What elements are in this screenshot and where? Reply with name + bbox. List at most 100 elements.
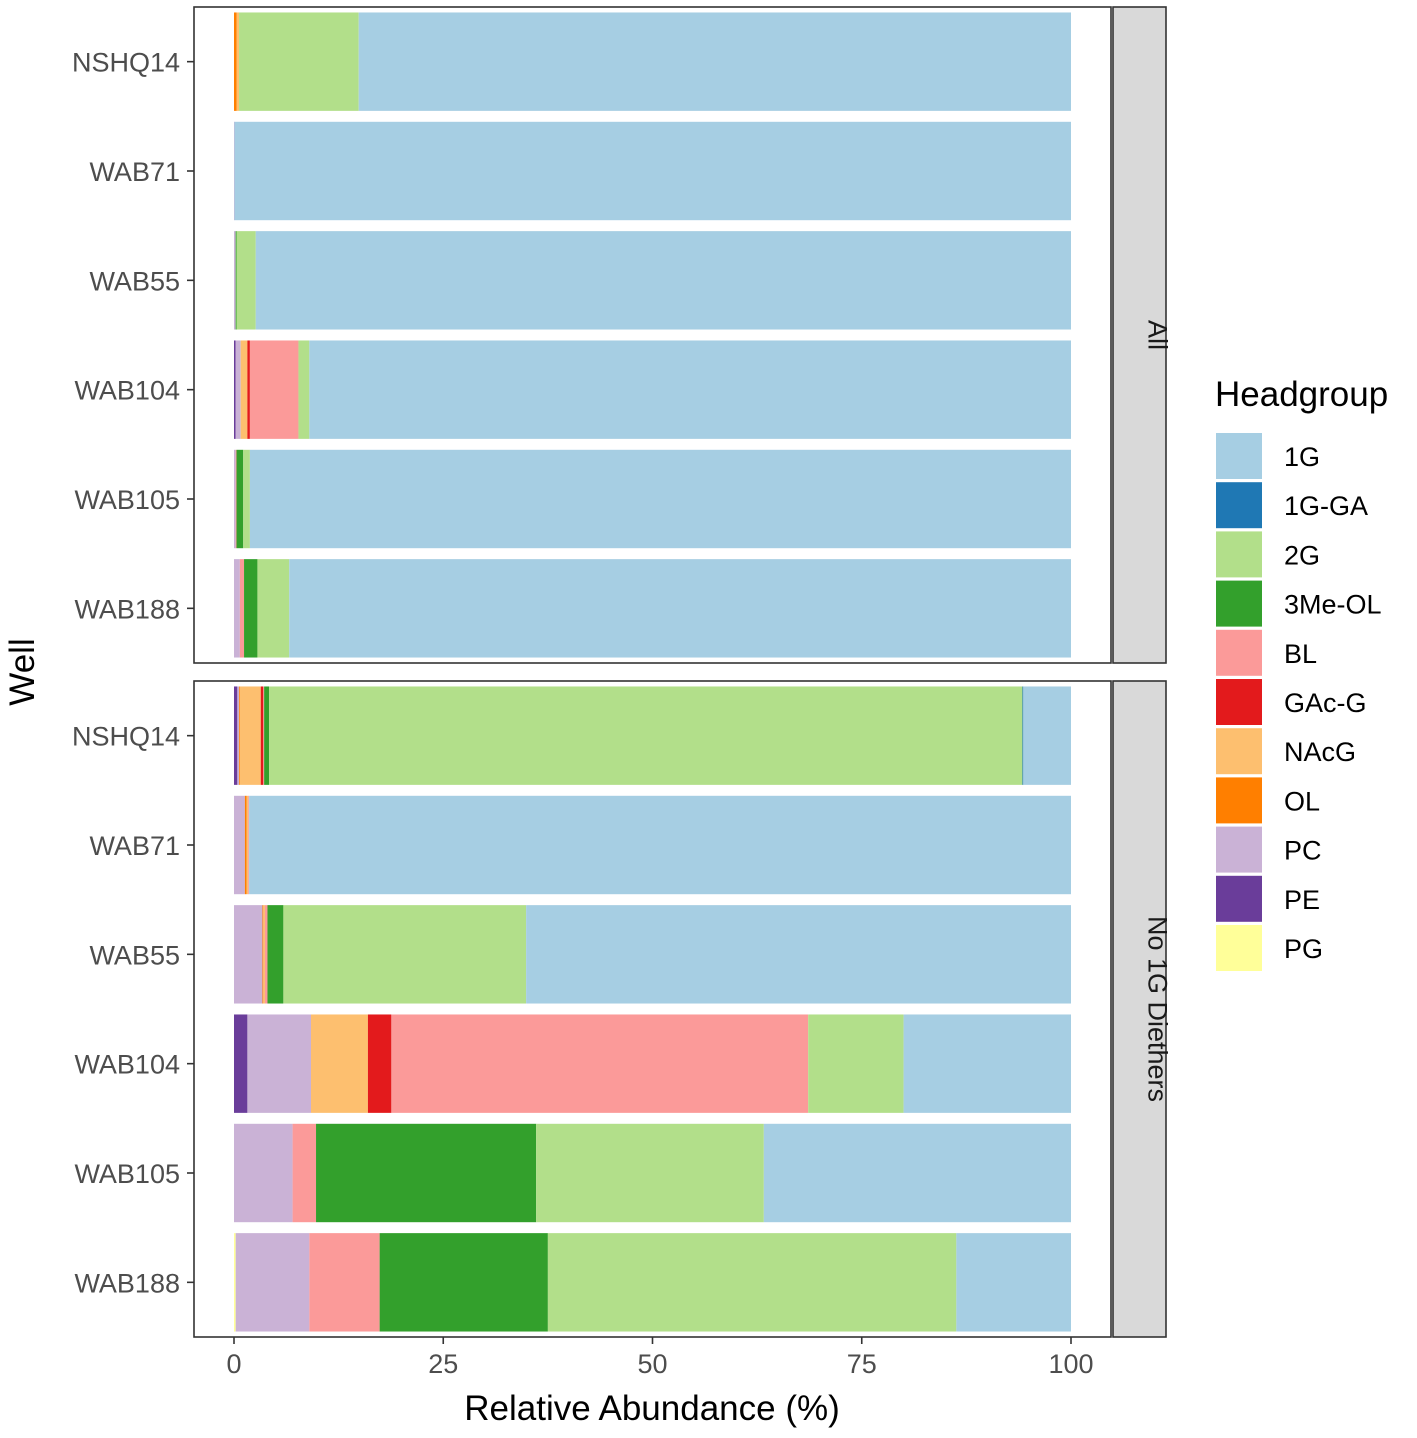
bar-segment-OL <box>239 686 240 785</box>
legend-label-GAc-G: GAc-G <box>1284 688 1367 718</box>
bar-segment-BL <box>248 795 250 895</box>
facet-strip <box>1112 6 1167 664</box>
legend-key-PC <box>1216 826 1262 873</box>
legend-key-PG <box>1216 925 1262 971</box>
bar-WAB105 <box>234 449 1071 549</box>
bar-segment-1G <box>526 905 1071 1004</box>
bar-segment-OL <box>234 12 237 111</box>
bar-WAB188 <box>234 559 1071 658</box>
x-axis: 0 25 50 75 100 <box>226 1337 1094 1379</box>
bar-segment-PC <box>234 559 240 658</box>
legend-key-3Me-OL <box>1216 580 1262 627</box>
legend-label-PE: PE <box>1284 885 1320 915</box>
bar-segment-2G <box>269 686 1023 785</box>
bar-segment-3Me-OL <box>379 1233 548 1332</box>
x-tick-label: 75 <box>847 1349 877 1379</box>
bar-segment-1G-GA <box>1022 686 1024 785</box>
bar-NSHQ14 <box>234 12 1072 111</box>
bar-segment-2G <box>536 1123 764 1223</box>
bar-segment-PC <box>234 121 235 221</box>
legend-label-NAcG: NAcG <box>1284 737 1356 767</box>
legend-key-2G <box>1216 531 1262 578</box>
bar-WAB71 <box>234 121 1072 221</box>
bar-segment-OL <box>262 905 264 1004</box>
y-tick-label: WAB188 <box>74 1268 180 1298</box>
bar-WAB188 <box>234 1233 1071 1332</box>
bar-segment-1G <box>249 449 1071 549</box>
legend-label-BL: BL <box>1284 639 1317 669</box>
bar-segment-1G <box>358 12 1072 111</box>
bar-segment-GAc-G <box>260 686 264 785</box>
bar-segment-OL <box>244 795 247 895</box>
bar-WAB71 <box>234 795 1071 895</box>
bar-segment-1G <box>763 1123 1071 1223</box>
bar-segment-2G <box>283 905 527 1004</box>
bar-segment-PE <box>234 1014 248 1113</box>
bar-segment-2G <box>239 12 359 111</box>
legend-key-OL <box>1216 777 1262 824</box>
bar-segment-NAcG <box>236 12 240 111</box>
bar-segment-2G <box>808 1014 904 1113</box>
bar-NSHQ14 <box>234 686 1071 785</box>
bar-segment-3Me-OL <box>316 1123 537 1223</box>
bar-segment-NAcG <box>246 795 249 895</box>
y-tick-label: NSHQ14 <box>72 48 180 78</box>
y-tick-label: WAB105 <box>74 1159 180 1189</box>
bar-segment-PC <box>234 449 236 549</box>
bar-segment-3Me-OL <box>264 686 270 785</box>
bar-segment-PC <box>235 1233 310 1332</box>
legend-title: Headgroup <box>1215 375 1388 414</box>
bar-segment-2G <box>243 449 250 549</box>
x-tick-label: 100 <box>1048 1349 1093 1379</box>
y-tick-label: WAB71 <box>89 157 180 187</box>
y-tick-label: WAB188 <box>74 594 180 624</box>
legend-key-NAcG <box>1216 728 1262 775</box>
bar-segment-GAc-G <box>367 1014 392 1113</box>
bar-segment-3Me-OL <box>244 559 258 658</box>
bar-segment-NAcG <box>311 1014 368 1113</box>
y-tick-label: WAB105 <box>74 485 180 515</box>
legend-label-1G-GA: 1G-GA <box>1284 491 1368 521</box>
facet-strip-label: All <box>1143 320 1173 350</box>
bar-segment-BL <box>391 1014 809 1113</box>
bar-segment-1G <box>903 1014 1071 1113</box>
bar-segment-PC <box>234 795 245 895</box>
legend-label-PC: PC <box>1284 836 1322 866</box>
bar-segment-PE <box>234 340 236 439</box>
panel-1: NSHQ14 WAB71 WAB55 WAB104 WAB105 WAB188 No 1G … <box>72 680 1173 1338</box>
bar-segment-BL <box>249 340 299 439</box>
bar-segment-PC <box>247 1014 311 1113</box>
bar-WAB105 <box>234 1123 1071 1223</box>
y-tick-label: WAB55 <box>89 940 180 970</box>
bar-segment-PC <box>234 231 236 330</box>
legend-key-1G <box>1216 433 1262 479</box>
bar-segment-1G <box>249 795 1071 895</box>
bar-segment-GAc-G <box>247 340 250 439</box>
bar-segment-PC <box>235 340 241 439</box>
panels-layer: NSHQ14WAB71WAB55WAB104WAB105WAB188AllNSH… <box>72 6 1173 1338</box>
y-axis-title: Well <box>3 638 42 705</box>
bar-segment-3Me-OL <box>236 449 244 549</box>
bar-segment-2G <box>547 1233 957 1332</box>
x-tick-label: 0 <box>226 1349 241 1379</box>
bar-segment-PC <box>234 1123 293 1223</box>
x-tick-label: 25 <box>428 1349 458 1379</box>
bar-WAB104 <box>234 340 1072 439</box>
bar-segment-BL <box>263 686 265 785</box>
bar-WAB55 <box>234 231 1071 330</box>
y-tick-label: WAB55 <box>89 266 180 296</box>
bar-segment-BL <box>239 559 245 658</box>
bar-segment-2G <box>298 340 310 439</box>
bar-segment-BL <box>264 905 268 1004</box>
facet-strip <box>1112 680 1167 1338</box>
y-tick-label: WAB71 <box>89 831 180 861</box>
panel-0: NSHQ14 WAB71 WAB55 WAB104 WAB105 WAB188 All <box>72 6 1173 664</box>
bar-segment-3Me-OL <box>267 905 284 1004</box>
legend-key-1G-GA <box>1216 482 1262 529</box>
bar-segment-2G <box>236 231 256 330</box>
bar-segment-1G <box>1023 686 1071 785</box>
legend-key-GAc-G <box>1216 679 1262 725</box>
legend-label-PG: PG <box>1284 934 1323 964</box>
